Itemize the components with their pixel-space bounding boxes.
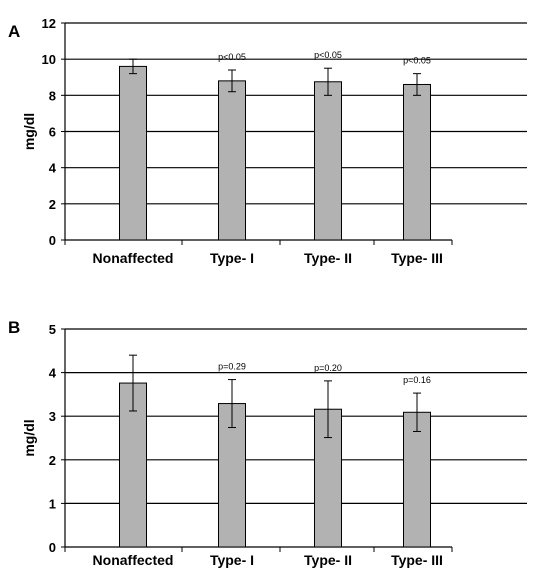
p-value-annotation: p=0.29 xyxy=(218,362,246,372)
panel-letter: B xyxy=(8,318,20,337)
x-tick-label: Type- III xyxy=(391,552,443,568)
y-tick-label: 5 xyxy=(49,322,56,337)
p-value-annotation: p<0.05 xyxy=(403,56,431,66)
y-tick-label: 10 xyxy=(42,52,56,67)
y-axis-label: mg/dl xyxy=(21,113,37,150)
y-tick-label: 12 xyxy=(42,16,56,31)
p-value-annotation: p<0.05 xyxy=(218,52,246,62)
y-tick-label: 2 xyxy=(49,453,56,468)
p-value-annotation: p=0.20 xyxy=(314,363,342,373)
y-tick-label: 8 xyxy=(49,88,56,103)
bar xyxy=(218,80,246,241)
x-tick-label: Nonaffected xyxy=(93,552,174,568)
y-axis-label: mg/dl xyxy=(21,419,37,456)
bar xyxy=(403,411,431,548)
x-tick-label: Nonaffected xyxy=(93,250,174,266)
chart-panel-b: B 0 1 2 3 4 5 mg/dl Nonaffected p=0.29 Type- I p=0.… xyxy=(8,318,527,568)
y-tick-label: 6 xyxy=(49,125,56,140)
bar xyxy=(403,83,431,241)
y-tick-label: 4 xyxy=(49,161,57,176)
x-tick-label: Type- II xyxy=(304,250,352,266)
chart-panel-a: A 0 2 4 6 8 10 12 mg/dl Nonaffected p<0.05 Type- I p… xyxy=(8,16,527,266)
bar xyxy=(314,81,342,241)
y-tick-label: 3 xyxy=(49,409,56,424)
y-tick-label: 2 xyxy=(49,197,56,212)
p-value-annotation: p<0.05 xyxy=(314,50,342,60)
panel-letter: A xyxy=(8,22,20,41)
x-tick-label: Type- I xyxy=(210,552,254,568)
x-tick-label: Type- II xyxy=(304,552,352,568)
y-tick-label: 0 xyxy=(49,540,56,555)
y-tick-label: 1 xyxy=(49,496,56,511)
x-tick-label: Type- III xyxy=(391,250,443,266)
y-tick-label: 0 xyxy=(49,233,56,248)
p-value-annotation: p=0.16 xyxy=(403,375,431,385)
x-tick-label: Type- I xyxy=(210,250,254,266)
y-tick-label: 4 xyxy=(49,366,57,381)
bar xyxy=(119,65,147,241)
